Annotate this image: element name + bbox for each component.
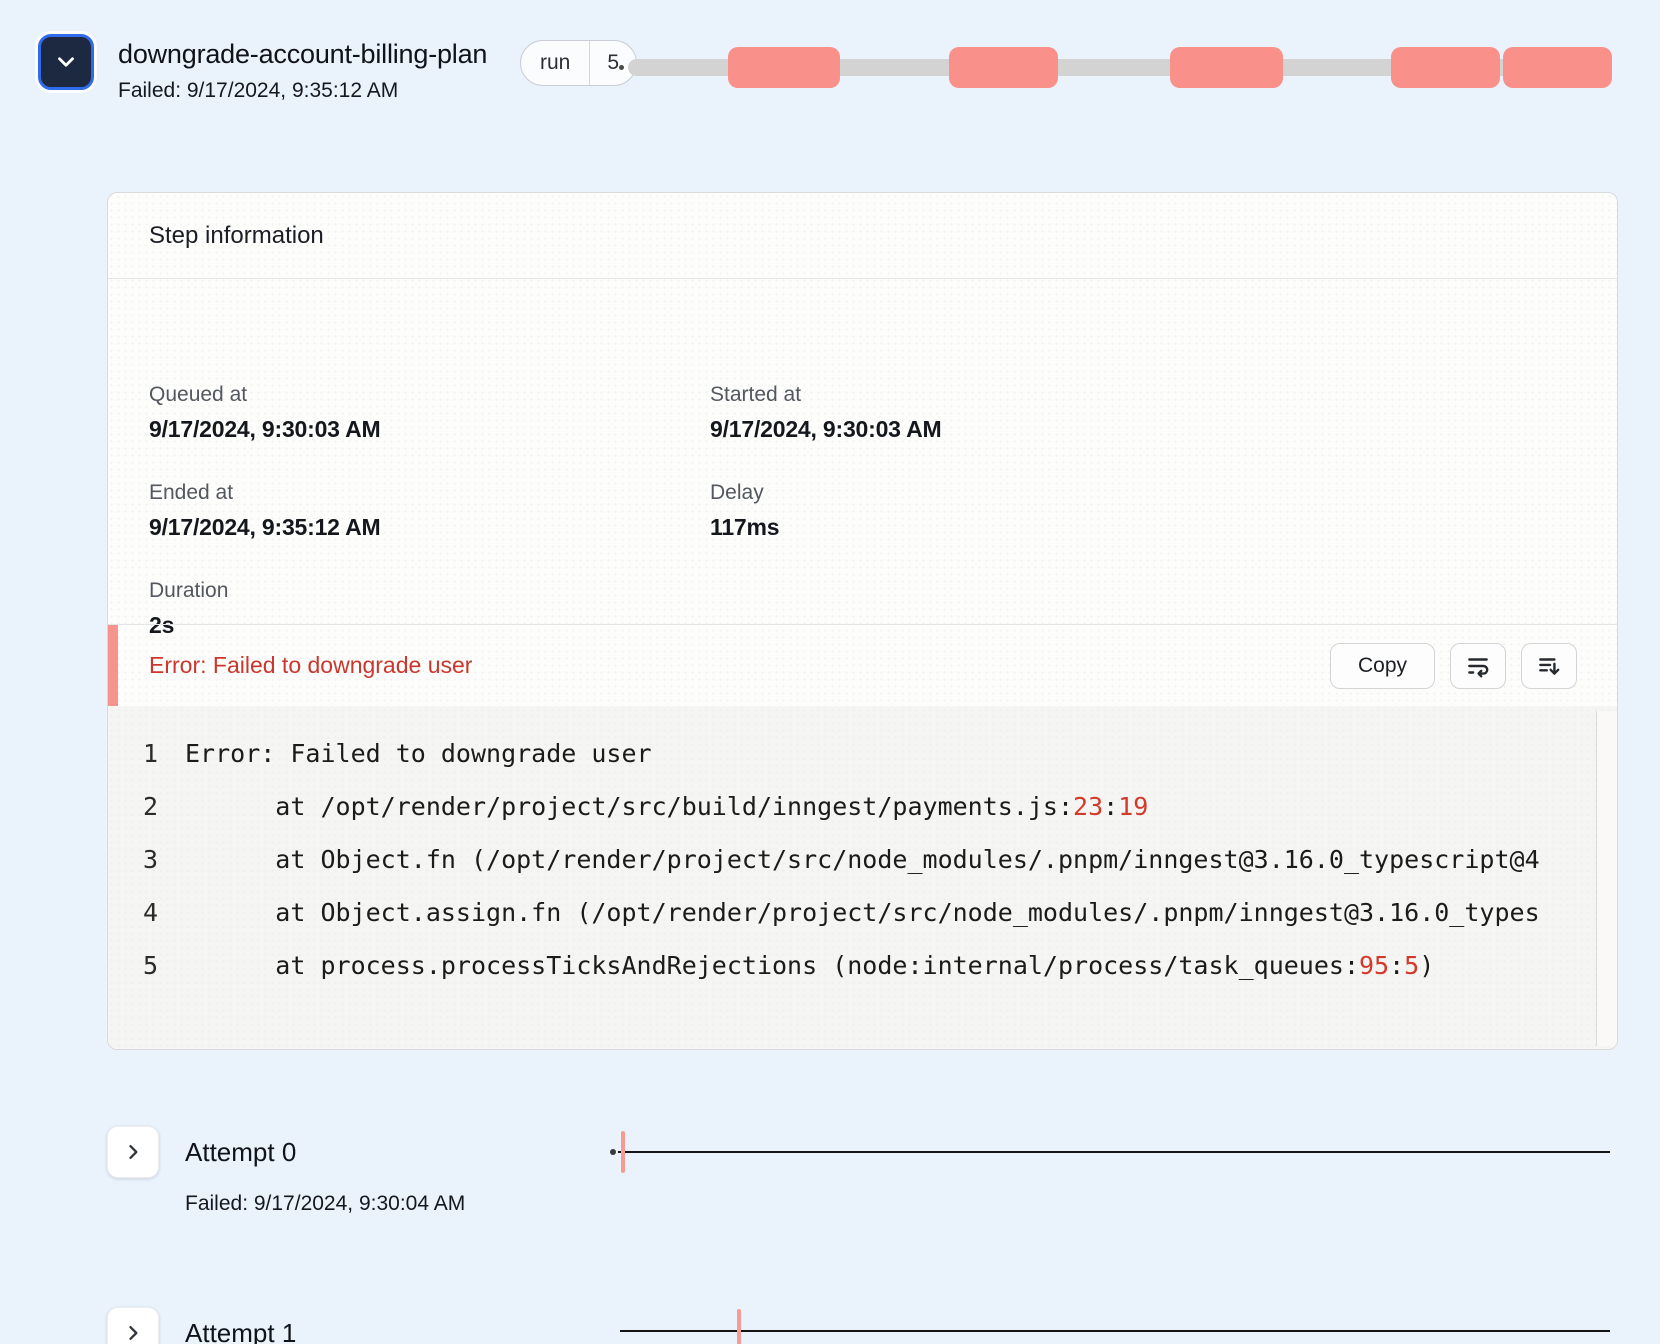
run-pill[interactable]: run 5 [520,40,638,86]
field-value: 9/17/2024, 9:30:03 AM [710,416,942,442]
field-value: 117ms [710,514,780,540]
field-delay: Delay 117ms [710,481,780,541]
stack-trace-line: 5 at process.processTicksAndRejections (… [108,939,1617,992]
line-number: 4 [142,898,158,927]
copy-button[interactable]: Copy [1329,643,1435,689]
step-information-card: Step information Queued at 9/17/2024, 9:… [107,192,1618,1050]
run-pill-label[interactable]: run [540,51,571,74]
error-actions: Copy [1329,643,1577,689]
step-failed-timestamp: Failed: 9/17/2024, 9:35:12 AM [118,79,399,102]
stack-trace-line: 1 Error: Failed to downgrade user [108,727,1617,780]
wrap-text-icon [1465,653,1491,679]
wrap-text-button[interactable] [1450,643,1506,689]
stack-line-text: at Object.assign.fn (/opt/render/project… [185,898,1540,927]
field-label: Delay [710,481,764,504]
line-number: 5 [142,951,158,980]
stack-trace-block: 1 Error: Failed to downgrade user 2 at /… [108,706,1617,1049]
field-label: Started at [710,383,802,406]
attempt-0-expand-button[interactable] [107,1126,159,1178]
error-message: Error: Failed to downgrade user [149,652,473,678]
scroll-to-bottom-icon [1536,653,1562,679]
code-scrollbar[interactable] [1596,711,1617,1046]
line-number: 3 [142,845,158,874]
timeline-start-dot [619,65,624,70]
step-title: downgrade-account-billing-plan [118,39,488,69]
step-header-text: downgrade-account-billing-plan Failed: 9… [118,34,518,103]
chevron-down-icon [53,49,79,75]
attempt-1-expand-button[interactable] [107,1307,159,1344]
stack-line-text: Error: Failed to downgrade user [185,739,652,768]
field-queued-at: Queued at 9/17/2024, 9:30:03 AM [149,383,381,443]
line-number: 2 [142,792,158,821]
error-accent-bar [108,625,118,706]
attempt-1-label: Attempt 1 [185,1318,297,1344]
stack-line-text: at /opt/render/project/src/build/inngest… [185,792,1149,821]
field-value: 9/17/2024, 9:35:12 AM [149,514,381,540]
card-title: Step information [108,193,1617,279]
field-value: 2s [149,612,175,638]
timeline-failure-segment[interactable] [1170,47,1283,88]
timeline-failure-segment[interactable] [728,47,840,88]
timeline-failure-segment[interactable] [1391,47,1500,88]
field-ended-at: Ended at 9/17/2024, 9:35:12 AM [149,481,381,541]
field-value: 9/17/2024, 9:30:03 AM [149,416,381,442]
chevron-right-icon [123,1323,143,1343]
scroll-to-bottom-button[interactable] [1521,643,1577,689]
attempt-0-failure-tick[interactable] [621,1131,625,1173]
line-number: 1 [142,739,158,768]
stack-trace-line: 3 at Object.fn (/opt/render/project/src/… [108,833,1617,886]
stack-trace-line: 2 at /opt/render/project/src/build/innge… [108,780,1617,833]
step-info-fields: Queued at 9/17/2024, 9:30:03 AM Started … [108,279,1617,638]
error-banner: Error: Failed to downgrade user Copy [108,624,1617,706]
timeline-failure-segment[interactable] [949,47,1058,88]
field-label: Queued at [149,383,248,406]
run-pill-count[interactable]: 5 [589,41,636,85]
stack-trace-line: 4 at Object.assign.fn (/opt/render/proje… [108,886,1617,939]
attempt-0-label: Attempt 0 [185,1137,297,1167]
timeline-failure-segment[interactable] [1503,47,1612,88]
step-header: downgrade-account-billing-plan Failed: 9… [38,34,518,103]
collapse-step-button[interactable] [38,34,94,90]
field-label: Duration [149,579,229,602]
chevron-right-icon [123,1142,143,1162]
trace-timeline-track [628,59,1612,76]
field-started-at: Started at 9/17/2024, 9:30:03 AM [710,383,942,443]
field-duration: Duration 2s [149,579,228,639]
attempt-0-start-dot [610,1149,616,1155]
field-label: Ended at [149,481,234,504]
stack-line-text: at process.processTicksAndRejections (no… [185,951,1435,980]
stack-line-text: at Object.fn (/opt/render/project/src/no… [185,845,1540,874]
attempt-0-timeline[interactable] [618,1151,1610,1153]
attempt-0-status: Failed: 9/17/2024, 9:30:04 AM [185,1192,466,1215]
attempt-1-timeline[interactable] [620,1330,1610,1332]
attempt-1-failure-tick[interactable] [737,1309,741,1344]
